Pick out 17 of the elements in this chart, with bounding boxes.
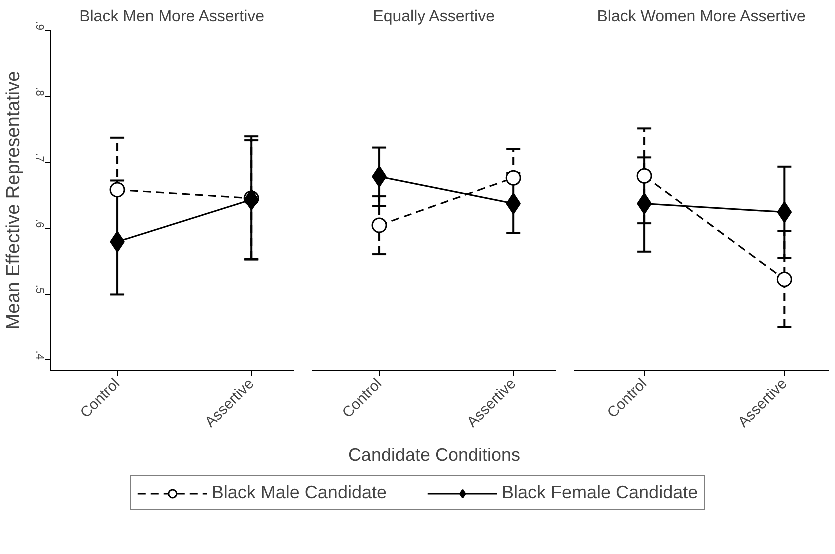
y-tick-label: .9 <box>34 21 46 31</box>
y-tick-label: .8 <box>34 87 46 96</box>
y-tick-label: .7 <box>34 153 46 162</box>
x-axis-title: Candidate Conditions <box>348 445 521 466</box>
chart-title: Black Women More Assertive <box>597 8 806 26</box>
y-tick-label: .6 <box>34 219 46 228</box>
chart-title: Equally Assertive <box>373 8 496 26</box>
y-axis-title: Mean Effective Representative <box>4 71 24 330</box>
point <box>372 218 388 234</box>
y-tick-label: .5 <box>34 284 46 294</box>
chart-title: Black Men More Assertive <box>80 8 265 26</box>
y-tick-label: .4 <box>34 350 46 360</box>
point <box>506 170 522 186</box>
legend-label: Black Female Candidate <box>502 482 698 504</box>
legend-label: Black Male Candidate <box>212 482 387 504</box>
point <box>776 272 792 288</box>
point <box>636 168 652 184</box>
